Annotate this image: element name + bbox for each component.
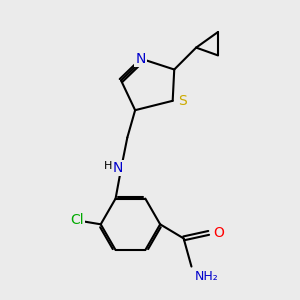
Text: N: N [135,52,146,66]
Text: S: S [178,94,187,108]
Text: O: O [213,226,224,240]
Text: H: H [104,161,113,171]
Text: NH₂: NH₂ [195,271,218,284]
Text: N: N [113,161,123,175]
Text: Cl: Cl [70,213,84,227]
